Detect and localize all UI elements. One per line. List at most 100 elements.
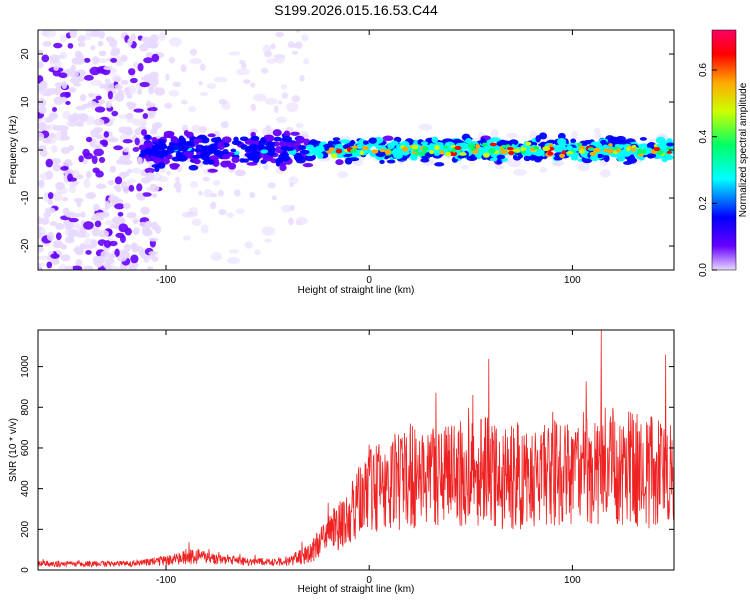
spectrogram-cell <box>279 158 288 162</box>
spectrogram-cell <box>39 80 48 89</box>
spectrogram-cell <box>98 229 110 238</box>
spectrogram-cell <box>431 136 439 144</box>
spectrogram-cell <box>64 265 74 270</box>
spectrogram-cell <box>264 142 275 147</box>
spectrogram-cell <box>362 145 369 151</box>
spectrogram-cell <box>289 182 294 188</box>
spectrogram-cell <box>38 61 44 69</box>
spectrogram-cell <box>122 185 130 194</box>
spectrogram-cell <box>168 90 180 97</box>
spectrogram-cell <box>242 79 251 84</box>
spectrogram-cell <box>90 45 96 51</box>
spectrogram-cell <box>151 137 158 142</box>
spectrogram-cell <box>59 96 68 103</box>
colorbar-tick-label: 0.6 <box>698 63 709 77</box>
snr-ytick-label: 1000 <box>20 355 31 378</box>
spectrogram-cell <box>250 82 256 88</box>
snr-xlabel: Height of straight line (km) <box>298 584 415 595</box>
spectrogram-cell <box>103 240 112 248</box>
spectrogram-cell <box>109 165 117 173</box>
spectrogram-cell <box>218 98 227 105</box>
spectrogram-cell <box>157 162 166 169</box>
spectrogram-cell <box>68 177 77 182</box>
spectrogram-cell <box>130 254 139 264</box>
spectrogram-cell <box>148 251 159 256</box>
spectrogram-cell <box>535 135 541 143</box>
spectrogram-cell <box>52 192 63 202</box>
spectrogram-cell <box>295 30 300 33</box>
spectrogram-cell <box>109 224 120 229</box>
spectrogram-cell <box>185 141 196 147</box>
spectrogram-cell <box>646 153 657 159</box>
spectrogram-cell <box>218 209 227 216</box>
spectrogram-cell <box>188 106 197 113</box>
spectrogram-cell <box>227 256 240 264</box>
spectrogram-cell <box>627 154 635 162</box>
spectrogram-cell <box>525 141 532 146</box>
spectrogram-cell <box>95 133 104 140</box>
spectrogram-cell <box>420 141 429 146</box>
spectrogram-cell <box>65 100 71 106</box>
spectrogram-cell <box>144 220 153 229</box>
spectrogram-cell <box>188 207 198 215</box>
spectrogram-cell <box>45 158 53 168</box>
spectrogram-cell <box>639 143 650 148</box>
spectrogram-cell <box>140 129 148 136</box>
spectrogram-cell <box>77 42 86 48</box>
spectrogram-cell <box>40 217 50 225</box>
spectrogram-cell <box>103 262 111 269</box>
spectrogram-cell <box>331 153 338 159</box>
spectrogram-cell <box>281 92 288 99</box>
spectrogram-cell <box>254 249 261 256</box>
spectrogram-cell <box>666 150 673 154</box>
spectrogram-cell <box>66 212 76 218</box>
spectrogram-cell <box>529 130 538 141</box>
spectrogram-cell <box>593 128 601 134</box>
spectrogram-cell <box>123 202 131 210</box>
spectrogram-cell <box>344 157 353 165</box>
spectrogram-cell <box>533 154 544 161</box>
spectrogram-cell <box>38 243 42 251</box>
spectrogram-cell <box>73 198 84 203</box>
spectrogram-cell <box>127 178 137 184</box>
spectrogram-cell <box>207 159 215 165</box>
spectrogram-cell <box>151 256 159 262</box>
spectrogram-cell <box>594 132 602 139</box>
spectrogram-cell <box>133 108 144 113</box>
spectrogram-cells <box>38 30 674 270</box>
spectrogram-cell <box>520 146 525 152</box>
spectrogram-cell <box>279 162 287 166</box>
spectrogram-cell <box>83 74 94 81</box>
spectrogram-cell <box>78 155 84 163</box>
spectrogram-cell <box>168 56 175 64</box>
spectrogram-cell <box>561 150 566 155</box>
spectrogram-cell <box>382 135 394 142</box>
spectrogram-cell <box>51 106 58 112</box>
spectrogram-cell <box>539 166 548 173</box>
spectrogram-cell <box>38 98 47 107</box>
spectrogram-cell <box>42 40 52 47</box>
spectrogram-cell <box>303 58 310 65</box>
spectrogram-cell <box>94 259 103 268</box>
spectrogram-cell <box>77 35 86 43</box>
spectrogram-cell <box>89 66 101 76</box>
spectrogram-cell <box>194 148 201 153</box>
spectrogram-cell <box>489 142 497 147</box>
spectrogram-cell <box>110 58 118 63</box>
spectrogram-cell <box>90 239 98 248</box>
spectrogram-cell <box>350 148 358 154</box>
spectrogram-cell <box>250 103 257 112</box>
spectrogram-cell <box>198 126 208 133</box>
spectrogram-cell <box>261 226 276 236</box>
spectrogram-cell <box>207 147 218 153</box>
spectrogram-cell <box>53 42 63 49</box>
spectrogram-cell <box>75 56 85 65</box>
spectrogram-cell <box>332 137 341 142</box>
spectrogram-cell <box>167 132 174 139</box>
spectrogram-cell <box>38 121 46 131</box>
spectrogram-cell <box>501 144 506 149</box>
spectrogram-cell <box>193 138 200 146</box>
colorbar: 0.0 0.2 0.4 0.6 Normalized spectral amplitu… <box>698 29 749 277</box>
